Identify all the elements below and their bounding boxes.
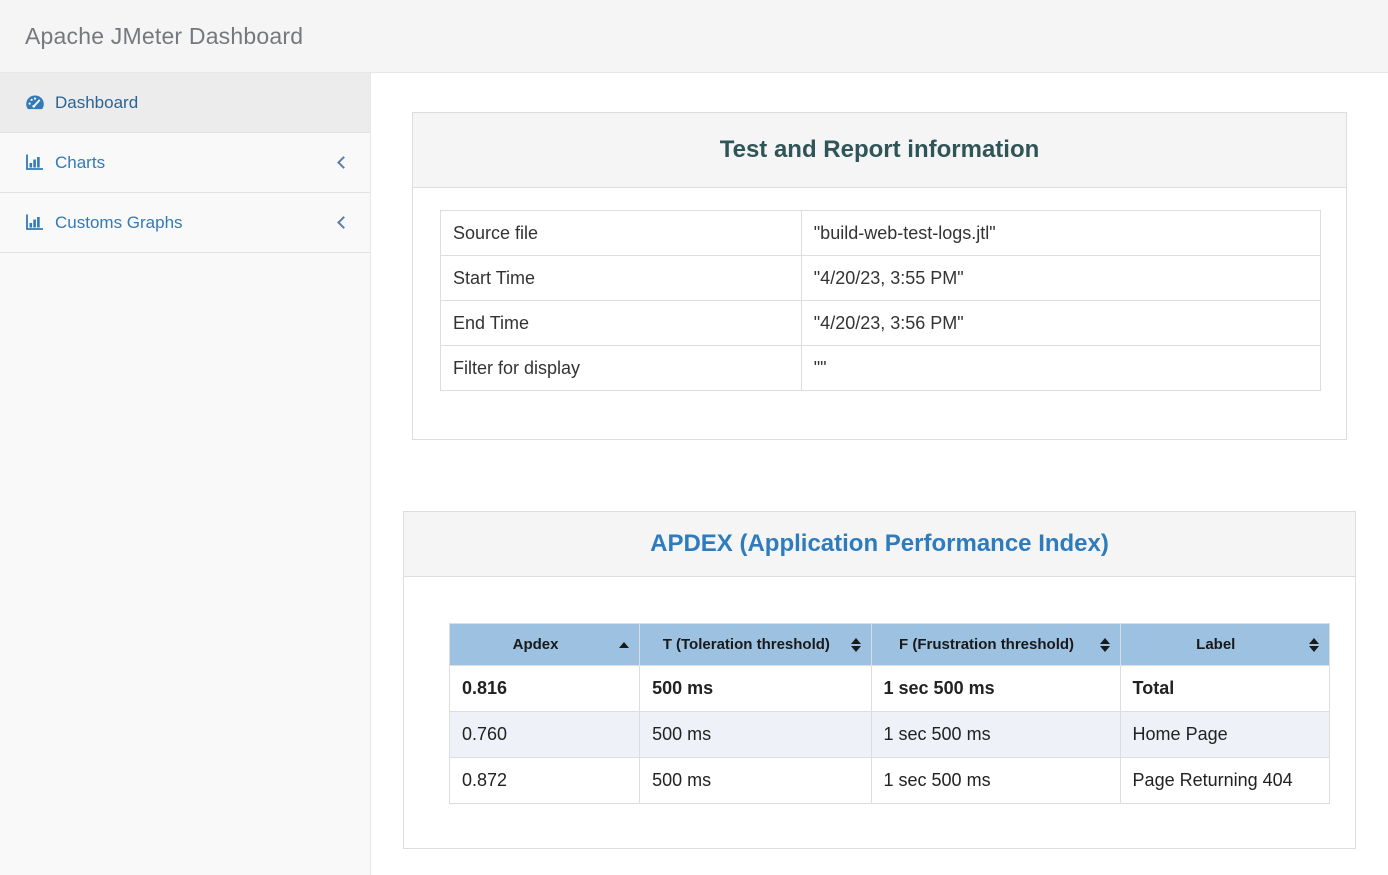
table-row: 0.760 500 ms 1 sec 500 ms Home Page [448, 711, 1331, 758]
info-value: "build-web-test-logs.jtl" [800, 210, 1322, 256]
label-value: Total [1119, 665, 1331, 712]
info-label: Source file [440, 210, 802, 256]
frustration-value: 1 sec 500 ms [870, 711, 1121, 758]
sidebar-item-label: Dashboard [55, 92, 139, 112]
info-value: "4/20/23, 3:56 PM" [800, 300, 1322, 346]
sidebar-item-customs-graphs[interactable]: Customs Graphs [0, 193, 370, 253]
chevron-left-icon [337, 216, 350, 229]
main-content: Test and Report information Source file … [371, 73, 1388, 875]
table-row: Source file "build-web-test-logs.jtl" [440, 210, 1322, 256]
sidebar-item-label: Charts [55, 152, 106, 172]
test-report-info-heading: Test and Report information [413, 113, 1346, 188]
toleration-value: 500 ms [639, 711, 872, 758]
info-label: End Time [440, 300, 802, 346]
app-title: Apache JMeter Dashboard [25, 22, 304, 49]
column-header-label: Apdex [512, 636, 559, 653]
table-row: Start Time "4/20/23, 3:55 PM" [440, 255, 1322, 301]
toleration-value: 500 ms [639, 665, 872, 712]
apdex-panel: APDEX (Application Performance Index) Ap… [403, 511, 1356, 849]
apdex-value: 0.872 [448, 757, 641, 804]
sidebar-item-charts[interactable]: Charts [0, 133, 370, 193]
info-value: "" [800, 345, 1322, 391]
test-report-info-body: Source file "build-web-test-logs.jtl" St… [413, 188, 1346, 439]
label-value: Page Returning 404 [1119, 757, 1331, 804]
app-header: Apache JMeter Dashboard [0, 0, 1388, 73]
toleration-value: 500 ms [639, 757, 872, 804]
info-value: "4/20/23, 3:55 PM" [800, 255, 1322, 301]
apdex-title: APDEX (Application Performance Index) [650, 530, 1109, 557]
table-row: Filter for display "" [440, 345, 1322, 391]
test-report-info-panel: Test and Report information Source file … [412, 112, 1347, 440]
info-label: Filter for display [440, 345, 802, 391]
apdex-heading: APDEX (Application Performance Index) [404, 512, 1355, 577]
table-row: 0.872 500 ms 1 sec 500 ms Page Returning… [448, 757, 1331, 804]
table-row: 0.816 500 ms 1 sec 500 ms Total [448, 665, 1331, 712]
frustration-value: 1 sec 500 ms [870, 757, 1121, 804]
sort-both-icon [1099, 637, 1110, 652]
column-header-label-col[interactable]: Label [1119, 623, 1331, 666]
column-header-label: Label [1196, 636, 1236, 653]
bar-chart-icon [25, 154, 45, 171]
apdex-header-row: Apdex T (Toleration threshold) F (Frustr… [448, 623, 1331, 666]
column-header-apdex[interactable]: Apdex [448, 623, 641, 666]
column-header-toleration[interactable]: T (Toleration threshold) [639, 623, 872, 666]
frustration-value: 1 sec 500 ms [870, 665, 1121, 712]
speedometer-icon [25, 94, 45, 111]
column-header-frustration[interactable]: F (Frustration threshold) [870, 623, 1121, 666]
info-label: Start Time [440, 255, 802, 301]
sidebar: Dashboard Charts [0, 73, 371, 875]
apdex-value: 0.816 [448, 665, 641, 712]
sidebar-item-label: Customs Graphs [55, 212, 183, 232]
chevron-left-icon [337, 156, 350, 169]
apdex-table: Apdex T (Toleration threshold) F (Frustr… [448, 623, 1331, 804]
column-header-label: F (Frustration threshold) [899, 636, 1075, 653]
sidebar-item-dashboard[interactable]: Dashboard [0, 73, 370, 133]
test-report-info-title: Test and Report information [719, 136, 1040, 163]
apdex-value: 0.760 [448, 711, 641, 758]
table-row: End Time "4/20/23, 3:56 PM" [440, 300, 1322, 346]
label-value: Home Page [1119, 711, 1331, 758]
sort-both-icon [850, 637, 861, 652]
apdex-body: Apdex T (Toleration threshold) F (Frustr… [404, 577, 1355, 848]
bar-chart-icon [25, 214, 45, 231]
sort-both-icon [1309, 637, 1319, 652]
column-header-label: T (Toleration threshold) [662, 636, 830, 653]
test-report-info-table: Source file "build-web-test-logs.jtl" St… [440, 210, 1322, 391]
sort-asc-icon [619, 641, 630, 648]
